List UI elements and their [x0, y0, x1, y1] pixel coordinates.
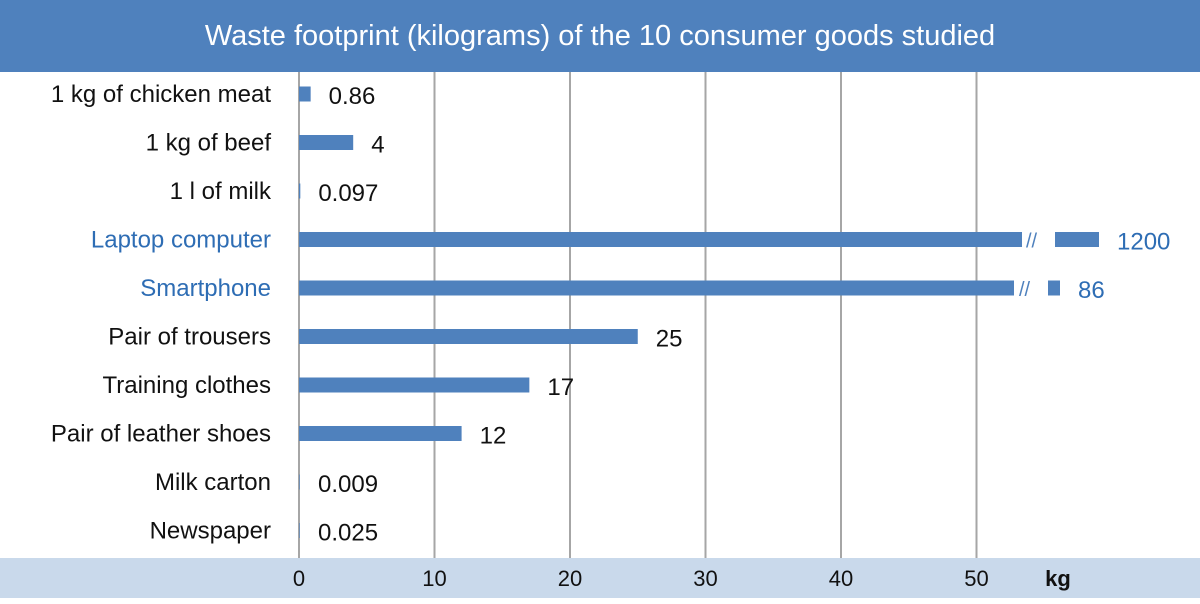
value-label: 4 — [371, 132, 384, 159]
category-label: 1 kg of beef — [146, 130, 272, 157]
value-label: 0.86 — [329, 83, 376, 110]
value-label: 0.009 — [318, 471, 378, 498]
bar — [299, 86, 311, 102]
bar — [299, 474, 300, 490]
x-tick-labels: 0 10 20 30 40 50 — [293, 566, 989, 591]
x-axis-label: kg — [1045, 566, 1071, 591]
category-label: Laptop computer — [91, 227, 271, 254]
bar — [299, 426, 462, 441]
category-label: Milk carton — [155, 469, 271, 496]
bar-tail — [1048, 280, 1060, 296]
value-label: 17 — [547, 374, 574, 401]
bar — [299, 135, 354, 150]
bar — [299, 329, 638, 344]
bar — [299, 232, 1022, 247]
category-label: Pair of leather shoes — [51, 421, 271, 448]
category-label: 1 kg of chicken meat — [51, 81, 271, 108]
value-label: 25 — [656, 326, 683, 353]
category-label: 1 l of milk — [170, 178, 272, 205]
category-label: Training clothes — [102, 372, 271, 399]
bar — [299, 183, 301, 199]
bar — [299, 523, 300, 538]
x-axis-band — [0, 558, 1200, 598]
gridlines — [298, 72, 978, 558]
x-tick-label: 50 — [964, 566, 988, 591]
bars: // // — [299, 86, 1099, 538]
value-label: 12 — [480, 423, 507, 450]
axis-break-marker: // — [1019, 279, 1031, 301]
value-labels: 0.86 4 0.097 1200 86 25 17 12 0.009 0.025 — [318, 83, 1170, 547]
x-tick-label: 40 — [829, 566, 853, 591]
value-label: 0.097 — [318, 180, 378, 207]
category-label: Pair of trousers — [108, 324, 271, 351]
x-tick-label: 30 — [693, 566, 717, 591]
chart-title: Waste footprint (kilograms) of the 10 co… — [204, 20, 996, 52]
value-label: 86 — [1078, 277, 1105, 304]
x-tick-label: 10 — [422, 566, 446, 591]
value-label: 1200 — [1117, 229, 1170, 256]
title-bar — [0, 0, 1200, 72]
x-tick-label: 0 — [293, 566, 305, 591]
bar — [299, 280, 1014, 296]
x-tick-label: 20 — [558, 566, 582, 591]
category-labels: 1 kg of chicken meat 1 kg of beef 1 l of m… — [51, 81, 272, 545]
axis-break-marker: // — [1026, 231, 1038, 253]
category-label: Newspaper — [150, 518, 271, 545]
category-label: Smartphone — [140, 275, 271, 302]
value-label: 0.025 — [318, 520, 378, 547]
bar — [299, 377, 530, 393]
bar-tail — [1055, 232, 1099, 247]
